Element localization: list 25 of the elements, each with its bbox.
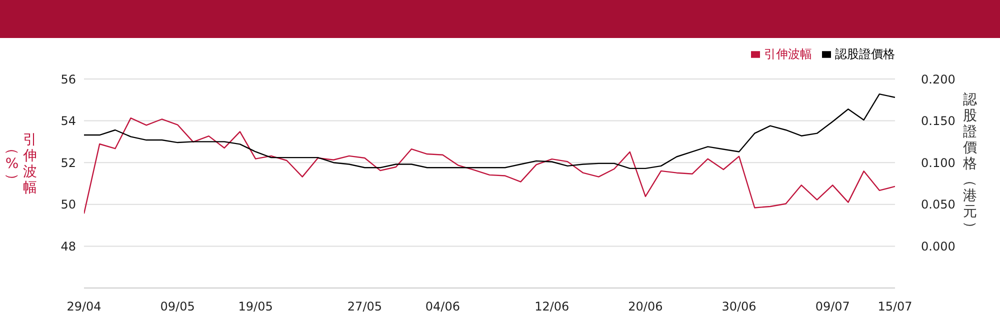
x-tick-label: 20/06 [628, 300, 663, 314]
legend-label: 認股證價格 [835, 47, 895, 61]
text: 認股證價格（港元） [962, 92, 978, 235]
x-tick-label: 27/05 [347, 300, 382, 314]
x-tick-label: 15/07 [878, 300, 912, 314]
y-tick-label: 54 [60, 114, 76, 128]
y-tick-label: 50 [60, 198, 76, 212]
y2-tick-label: 0.100 [921, 156, 956, 170]
y2-tick-label: 0.000 [921, 239, 956, 254]
x-tick-label: 09/05 [160, 300, 195, 314]
x-tick-label: 19/05 [238, 300, 273, 314]
x-tick-label: 12/06 [534, 300, 570, 314]
y2-tick-label: 0.150 [921, 114, 956, 128]
y2-tick-label: 0.050 [921, 198, 956, 212]
line-series [84, 93, 895, 170]
x-tick-label: 29/04 [66, 300, 102, 314]
line-series [84, 117, 895, 214]
x-tick-label: 30/06 [722, 300, 756, 314]
legend-label: 引伸波幅 [764, 47, 812, 61]
y-tick-label: 52 [60, 156, 76, 170]
x-tick-label: 04/06 [425, 300, 460, 314]
x-tick-label: 09/07 [815, 300, 850, 314]
y2-tick-label: 0.200 [921, 72, 956, 86]
y-tick-label: 48 [60, 239, 76, 254]
y-tick-label: 56 [60, 72, 76, 86]
